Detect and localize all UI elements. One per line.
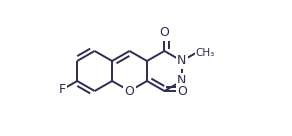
Text: N: N: [177, 55, 187, 67]
Text: O: O: [178, 84, 187, 98]
Text: F: F: [59, 83, 66, 96]
Text: O: O: [125, 84, 134, 98]
Text: N: N: [177, 75, 187, 87]
Text: CH₃: CH₃: [195, 48, 215, 58]
Text: O: O: [159, 26, 169, 39]
